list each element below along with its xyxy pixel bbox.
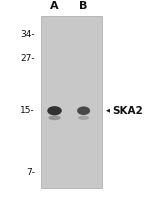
Text: 34-: 34-: [20, 30, 35, 38]
Text: 7-: 7-: [26, 168, 35, 177]
Text: 15-: 15-: [20, 106, 35, 115]
Text: A: A: [50, 1, 59, 11]
Text: 27-: 27-: [20, 54, 35, 63]
Ellipse shape: [48, 115, 61, 120]
FancyBboxPatch shape: [41, 16, 102, 188]
Text: B: B: [79, 1, 88, 11]
Ellipse shape: [47, 106, 62, 115]
Ellipse shape: [77, 106, 90, 115]
Text: SKA2: SKA2: [113, 106, 143, 116]
Ellipse shape: [78, 116, 89, 120]
